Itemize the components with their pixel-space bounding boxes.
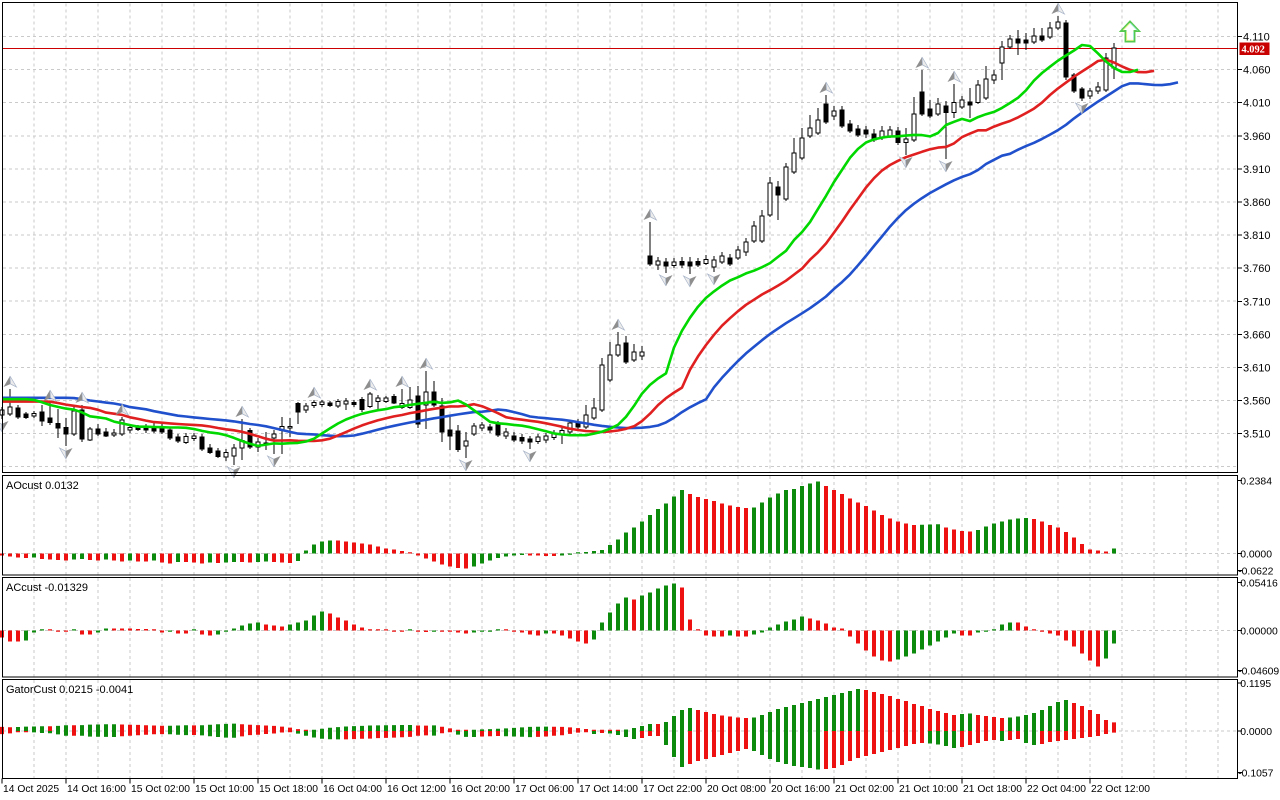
svg-text:0.0000: 0.0000 — [1240, 549, 1272, 560]
svg-text:-0.04609: -0.04609 — [1238, 666, 1279, 677]
svg-text:21 Oct 10:00: 21 Oct 10:00 — [899, 784, 958, 795]
svg-text:4.092: 4.092 — [1242, 45, 1265, 56]
svg-text:3.710: 3.710 — [1243, 296, 1271, 308]
svg-text:3.860: 3.860 — [1243, 197, 1271, 209]
svg-text:0.00000: 0.00000 — [1240, 626, 1278, 637]
svg-text:17 Oct 06:00: 17 Oct 06:00 — [515, 784, 574, 795]
svg-text:14 Oct 16:00: 14 Oct 16:00 — [67, 784, 126, 795]
svg-text:3.910: 3.910 — [1243, 164, 1271, 176]
svg-text:GatorCust 0.0215 -0.0041: GatorCust 0.0215 -0.0041 — [6, 684, 133, 696]
svg-text:22 Oct 04:00: 22 Oct 04:00 — [1027, 784, 1086, 795]
svg-text:0.05416: 0.05416 — [1240, 578, 1278, 589]
svg-text:4.110: 4.110 — [1243, 32, 1270, 44]
svg-text:0.1195: 0.1195 — [1240, 679, 1271, 690]
svg-text:ACcust -0.01329: ACcust -0.01329 — [6, 582, 88, 594]
svg-text:4.060: 4.060 — [1243, 65, 1271, 77]
svg-text:17 Oct 22:00: 17 Oct 22:00 — [643, 784, 702, 795]
svg-text:17 Oct 14:00: 17 Oct 14:00 — [579, 784, 638, 795]
svg-text:3.510: 3.510 — [1243, 429, 1271, 441]
svg-text:15 Oct 02:00: 15 Oct 02:00 — [131, 784, 190, 795]
svg-text:20 Oct 08:00: 20 Oct 08:00 — [707, 784, 766, 795]
svg-text:3.960: 3.960 — [1243, 131, 1271, 143]
svg-text:4.010: 4.010 — [1243, 98, 1271, 110]
svg-text:16 Oct 20:00: 16 Oct 20:00 — [451, 784, 510, 795]
svg-text:16 Oct 12:00: 16 Oct 12:00 — [387, 784, 446, 795]
svg-text:3.810: 3.810 — [1243, 230, 1271, 242]
svg-text:22 Oct 12:00: 22 Oct 12:00 — [1091, 784, 1150, 795]
svg-text:21 Oct 18:00: 21 Oct 18:00 — [963, 784, 1022, 795]
svg-text:3.760: 3.760 — [1243, 263, 1271, 275]
svg-text:21 Oct 02:00: 21 Oct 02:00 — [835, 784, 894, 795]
svg-text:0.0000: 0.0000 — [1240, 727, 1272, 738]
svg-text:3.610: 3.610 — [1243, 362, 1271, 374]
svg-text:15 Oct 18:00: 15 Oct 18:00 — [259, 784, 318, 795]
svg-text:AOcust 0.0132: AOcust 0.0132 — [6, 480, 79, 492]
svg-text:20 Oct 16:00: 20 Oct 16:00 — [771, 784, 830, 795]
svg-text:-0.0622: -0.0622 — [1238, 566, 1273, 577]
svg-text:3.660: 3.660 — [1243, 329, 1271, 341]
svg-text:-0.1057: -0.1057 — [1238, 768, 1273, 779]
svg-text:3.560: 3.560 — [1243, 396, 1271, 408]
svg-text:14 Oct 2025: 14 Oct 2025 — [3, 784, 59, 795]
svg-text:16 Oct 04:00: 16 Oct 04:00 — [323, 784, 382, 795]
svg-text:15 Oct 10:00: 15 Oct 10:00 — [195, 784, 254, 795]
svg-text:0.2384: 0.2384 — [1240, 476, 1272, 487]
